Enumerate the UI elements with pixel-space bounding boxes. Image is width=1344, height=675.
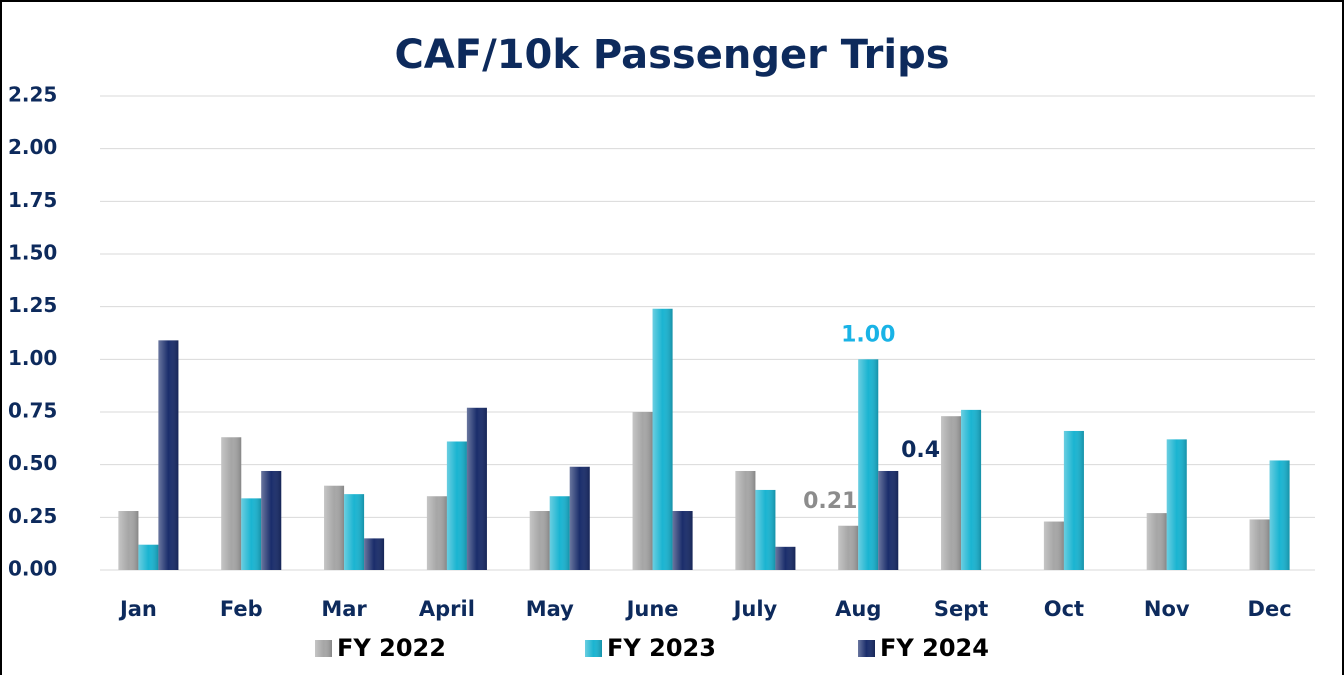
x-tick-label: Nov xyxy=(1144,597,1190,621)
bar xyxy=(838,525,859,570)
y-tick-label: 2.00 xyxy=(8,135,57,159)
bar xyxy=(261,470,282,570)
bar xyxy=(755,489,776,570)
legend-swatch-shade xyxy=(585,640,602,657)
bar xyxy=(735,470,756,570)
bar xyxy=(221,437,242,570)
bar xyxy=(1269,460,1290,570)
y-tick-label: 1.50 xyxy=(8,241,57,265)
bar xyxy=(241,498,262,570)
bar xyxy=(632,412,653,570)
legend-label: FY 2023 xyxy=(607,634,716,662)
bar xyxy=(1166,439,1187,570)
legend-swatch-shade xyxy=(858,640,875,657)
bar xyxy=(858,359,879,570)
bar xyxy=(426,496,447,570)
bar xyxy=(549,496,570,570)
legend-label: FY 2024 xyxy=(880,634,989,662)
x-tick-label: Aug xyxy=(835,597,881,621)
bar xyxy=(138,544,159,570)
x-tick-label: June xyxy=(625,597,679,621)
data-label: 0.21 xyxy=(803,489,857,514)
bar xyxy=(1043,521,1064,570)
y-tick-label: 0.75 xyxy=(8,399,57,423)
x-tick-label: Dec xyxy=(1248,597,1292,621)
x-tick-label: July xyxy=(732,597,778,621)
x-tick-label: Sept xyxy=(934,597,988,621)
bar xyxy=(1063,430,1084,570)
x-tick-label: Mar xyxy=(321,597,367,621)
bar xyxy=(1146,513,1167,570)
legend-swatch-shade xyxy=(315,640,332,657)
x-tick-label: April xyxy=(419,597,475,621)
y-tick-label: 2.25 xyxy=(8,83,57,107)
bar xyxy=(878,470,899,570)
y-tick-label: 0.00 xyxy=(8,557,57,581)
y-tick-label: 0.25 xyxy=(8,504,57,528)
bar xyxy=(344,494,365,570)
bar xyxy=(941,416,962,570)
bar xyxy=(446,441,467,570)
bar xyxy=(961,409,982,570)
x-tick-label: Oct xyxy=(1044,597,1084,621)
bar xyxy=(118,511,139,570)
x-tick-label: Feb xyxy=(220,597,263,621)
bar xyxy=(364,538,385,570)
bar xyxy=(529,511,550,570)
bar xyxy=(158,340,179,570)
chart-title: CAF/10k Passenger Trips xyxy=(394,32,949,78)
y-tick-label: 1.25 xyxy=(8,293,57,317)
y-tick-label: 0.50 xyxy=(8,451,57,475)
legend-label: FY 2022 xyxy=(337,634,446,662)
data-label: 1.00 xyxy=(841,322,895,347)
x-tick-label: Jan xyxy=(118,597,157,621)
bar xyxy=(775,546,796,570)
y-tick-label: 1.75 xyxy=(8,188,57,212)
bar xyxy=(672,511,693,570)
bar xyxy=(1249,519,1270,570)
bar xyxy=(466,407,487,570)
x-tick-label: May xyxy=(526,597,574,621)
bar xyxy=(324,485,345,570)
bar xyxy=(569,466,590,570)
y-tick-label: 1.00 xyxy=(8,346,57,370)
bar xyxy=(652,308,673,570)
